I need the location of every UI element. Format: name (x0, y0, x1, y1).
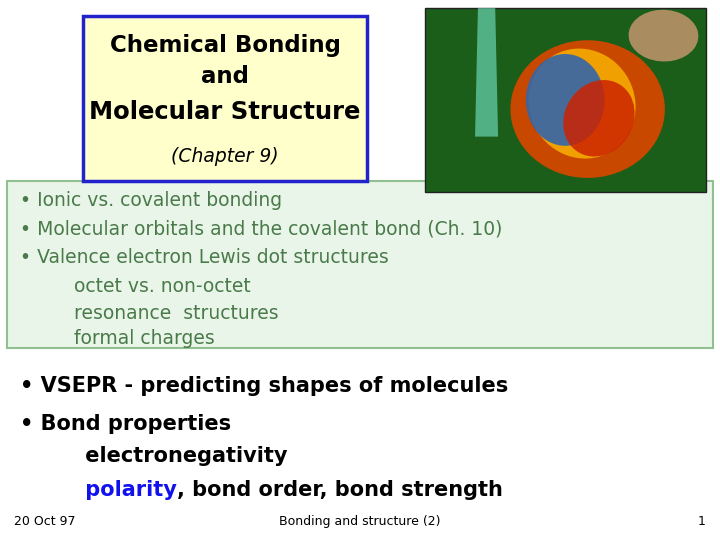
Text: Molecular Structure: Molecular Structure (89, 100, 361, 124)
Text: • VSEPR - predicting shapes of molecules: • VSEPR - predicting shapes of molecules (20, 376, 508, 396)
Text: resonance  structures: resonance structures (20, 303, 279, 322)
Text: Chemical Bonding: Chemical Bonding (109, 35, 341, 57)
Polygon shape (475, 8, 498, 137)
Ellipse shape (526, 54, 605, 146)
Text: and: and (201, 65, 249, 88)
Text: polarity: polarity (20, 480, 177, 501)
Ellipse shape (563, 80, 634, 157)
Text: formal charges: formal charges (20, 329, 215, 348)
Text: electronegativity: electronegativity (20, 446, 288, 467)
Ellipse shape (528, 49, 636, 159)
Text: , bond order, bond strength: , bond order, bond strength (177, 480, 503, 501)
Text: • Valence electron Lewis dot structures: • Valence electron Lewis dot structures (20, 248, 389, 267)
Text: (Chapter 9): (Chapter 9) (171, 147, 279, 166)
Text: • Ionic vs. covalent bonding: • Ionic vs. covalent bonding (20, 192, 282, 211)
Ellipse shape (510, 40, 665, 178)
Text: Bonding and structure (2): Bonding and structure (2) (279, 515, 441, 528)
Ellipse shape (629, 10, 698, 62)
Text: 20 Oct 97: 20 Oct 97 (14, 515, 76, 528)
Text: • Molecular orbitals and the covalent bond (Ch. 10): • Molecular orbitals and the covalent bo… (20, 220, 503, 239)
FancyBboxPatch shape (7, 181, 713, 348)
Text: • Bond properties: • Bond properties (20, 414, 231, 434)
FancyBboxPatch shape (425, 8, 706, 192)
FancyBboxPatch shape (83, 16, 367, 181)
Text: octet vs. non-octet: octet vs. non-octet (20, 277, 251, 296)
Text: 1: 1 (698, 515, 706, 528)
